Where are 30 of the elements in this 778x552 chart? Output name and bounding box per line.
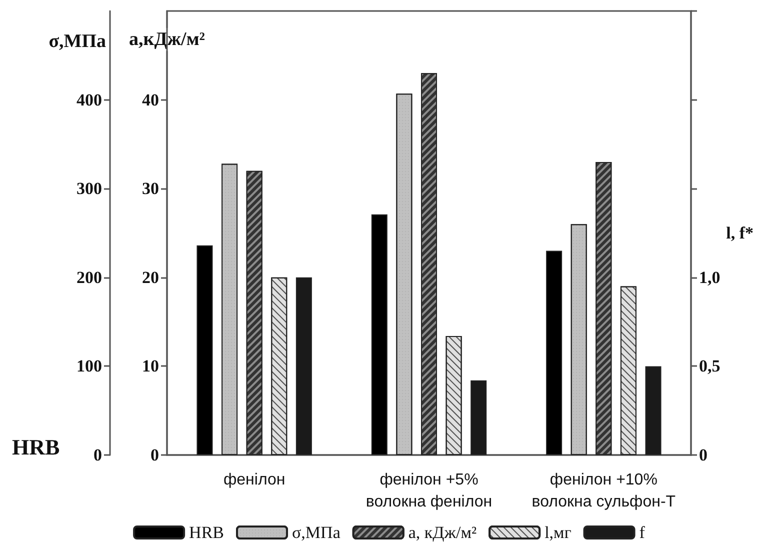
y3-tick-label: 0,5 (699, 356, 720, 376)
y2-tick-label: 10 (142, 356, 159, 376)
legend-label: σ,МПа (292, 523, 341, 542)
bar (645, 366, 662, 455)
y-tick-label: 100 (76, 356, 102, 376)
y-tick-label: 400 (76, 90, 102, 110)
x-tick-label: фенілон +5% волокна фенілон (366, 472, 492, 510)
x-tick-label: фенілон (223, 472, 286, 488)
legend-label: l,мг (544, 523, 572, 542)
bar (296, 277, 312, 455)
y-tick-label: 200 (76, 268, 102, 287)
y2-tick-label: 30 (142, 179, 159, 198)
bar (196, 245, 213, 455)
legend-label: HRB (189, 523, 224, 542)
y3-axis-title: l, f* (726, 224, 754, 242)
x-tick-label: фенілон +10% волокна сульфон-Т (532, 472, 676, 510)
legend-label: a, кДж/м² (408, 523, 477, 542)
y2-tick-label: 0 (150, 446, 159, 464)
y-tick-label: 0 (94, 446, 102, 464)
bar (371, 214, 388, 455)
y2-tick-label: 40 (142, 90, 159, 110)
y3-tick-label: 0 (699, 446, 708, 464)
y2-tick-label: 20 (142, 268, 159, 287)
y3-tick-label: 1,0 (699, 268, 720, 287)
bar (470, 380, 487, 455)
legend-label: f (639, 523, 646, 542)
text: HRB (12, 434, 60, 460)
y-tick-label: 300 (76, 179, 102, 198)
y-axis-title: σ,МПа (48, 31, 106, 52)
bar (546, 250, 562, 455)
